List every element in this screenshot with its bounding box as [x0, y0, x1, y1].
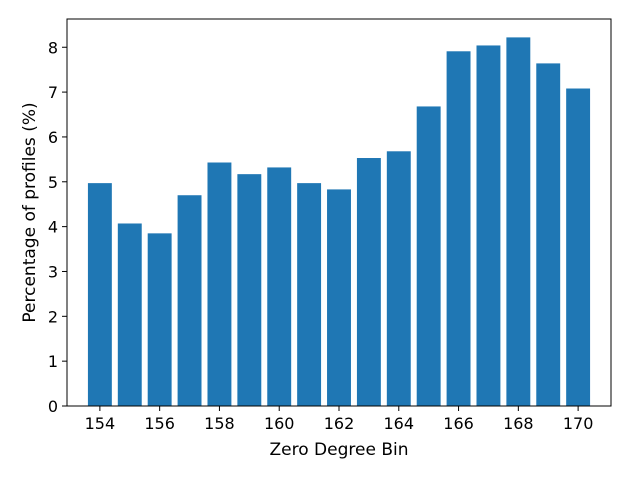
bar-161: [297, 183, 322, 406]
bar-165: [416, 106, 441, 407]
y-tick-label-6: 6: [48, 128, 58, 147]
y-axis-ticks: 0 1 2 3 4 5 6 7 8: [48, 38, 67, 416]
bar-160: [267, 167, 292, 406]
y-tick-label-5: 5: [48, 173, 58, 192]
bars-group: [87, 37, 591, 407]
bar-156: [147, 233, 172, 406]
bar-157: [177, 195, 202, 406]
y-tick-label-0: 0: [48, 397, 58, 416]
y-tick-label-1: 1: [48, 352, 58, 371]
y-tick-label-7: 7: [48, 83, 58, 102]
bar-158: [207, 162, 232, 406]
x-tick-label-160: 160: [264, 414, 295, 433]
x-tick-label-158: 158: [204, 414, 235, 433]
bar-164: [386, 151, 411, 406]
x-tick-label-170: 170: [563, 414, 594, 433]
y-tick-label-3: 3: [48, 262, 58, 281]
bar-154: [87, 183, 112, 406]
x-tick-label-156: 156: [144, 414, 175, 433]
x-tick-label-168: 168: [503, 414, 534, 433]
y-tick-label-4: 4: [48, 218, 58, 237]
bar-167: [476, 45, 501, 407]
bar-166: [446, 51, 471, 407]
x-tick-label-166: 166: [443, 414, 474, 433]
y-tick-label-2: 2: [48, 307, 58, 326]
bar-169: [536, 63, 561, 406]
plot-frame: [66, 18, 612, 407]
bar-163: [356, 158, 381, 406]
x-tick-label-154: 154: [85, 414, 116, 433]
bar-155: [117, 223, 142, 406]
x-axis-label: Zero Degree Bin: [270, 440, 409, 460]
x-tick-label-162: 162: [324, 414, 355, 433]
bar-168: [506, 37, 531, 406]
y-tick-label-8: 8: [48, 38, 58, 57]
bar-159: [237, 174, 262, 406]
bar-170: [566, 88, 591, 406]
bar-162: [327, 189, 351, 406]
x-tick-label-164: 164: [384, 414, 415, 433]
y-axis-label: Percentage of profiles (%): [20, 102, 40, 322]
x-axis-ticks: 154 156 158 160 162 164 166 168 170: [85, 406, 594, 433]
